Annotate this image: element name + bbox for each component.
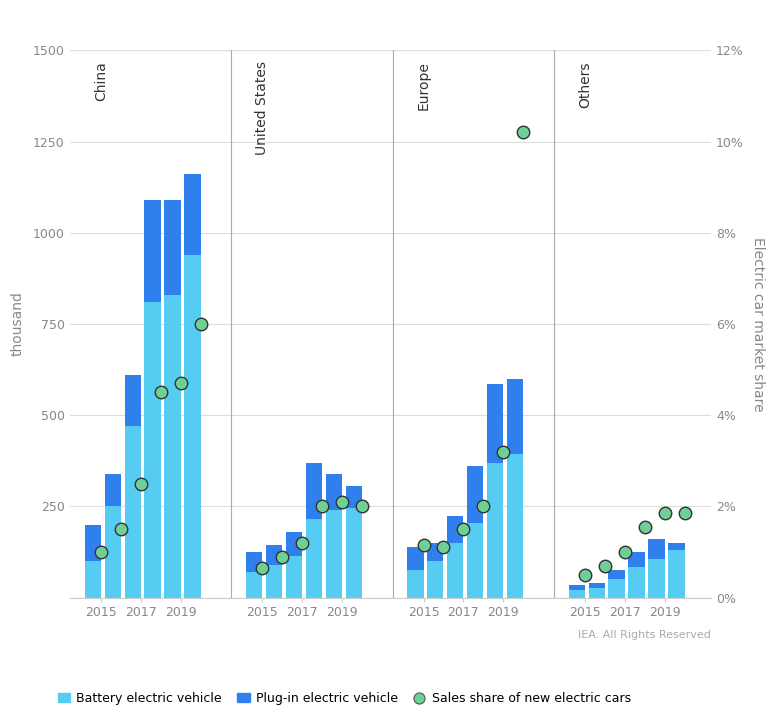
Bar bbox=[507, 379, 523, 454]
Bar bbox=[124, 426, 141, 598]
Bar bbox=[325, 474, 342, 510]
Bar bbox=[588, 588, 604, 598]
Bar bbox=[649, 539, 665, 559]
Bar bbox=[407, 570, 424, 598]
Bar bbox=[447, 516, 463, 543]
Bar bbox=[669, 543, 685, 550]
Bar bbox=[507, 454, 523, 598]
Bar bbox=[184, 174, 200, 255]
Bar bbox=[569, 590, 585, 598]
Bar bbox=[628, 552, 645, 567]
Text: Europe: Europe bbox=[417, 61, 431, 110]
Bar bbox=[246, 572, 262, 598]
Bar bbox=[569, 585, 585, 590]
Bar bbox=[628, 567, 645, 598]
Bar bbox=[649, 559, 665, 598]
Bar bbox=[266, 564, 282, 598]
Bar bbox=[588, 583, 604, 588]
Y-axis label: Electric car market share: Electric car market share bbox=[751, 237, 764, 411]
Bar bbox=[325, 510, 342, 598]
Text: China: China bbox=[94, 61, 108, 101]
Bar bbox=[306, 519, 322, 598]
Bar bbox=[165, 200, 181, 294]
Bar bbox=[487, 463, 503, 598]
Y-axis label: thousand: thousand bbox=[11, 292, 25, 356]
Bar bbox=[447, 543, 463, 598]
Bar bbox=[346, 486, 362, 508]
Text: Others: Others bbox=[578, 61, 592, 108]
Bar bbox=[145, 200, 161, 302]
Bar bbox=[346, 508, 362, 598]
Bar bbox=[246, 552, 262, 572]
Bar bbox=[84, 561, 100, 598]
Bar bbox=[467, 467, 483, 523]
Bar bbox=[286, 556, 302, 598]
Legend: Battery electric vehicle, Plug-in electric vehicle, Sales share of new electric : Battery electric vehicle, Plug-in electr… bbox=[53, 687, 635, 710]
Bar bbox=[608, 570, 625, 580]
Text: IEA. All Rights Reserved: IEA. All Rights Reserved bbox=[578, 630, 711, 640]
Bar bbox=[306, 463, 322, 519]
Bar bbox=[145, 302, 161, 598]
Bar bbox=[84, 525, 100, 561]
Bar bbox=[104, 474, 121, 506]
Bar bbox=[467, 523, 483, 598]
Bar bbox=[124, 375, 141, 426]
Bar bbox=[407, 546, 424, 570]
Bar bbox=[669, 550, 685, 598]
Bar bbox=[165, 294, 181, 598]
Bar bbox=[286, 532, 302, 556]
Bar bbox=[266, 545, 282, 564]
Bar bbox=[104, 506, 121, 598]
Bar bbox=[427, 543, 444, 561]
Bar bbox=[487, 384, 503, 463]
Bar bbox=[184, 255, 200, 598]
Bar bbox=[608, 580, 625, 598]
Bar bbox=[427, 561, 444, 598]
Text: United States: United States bbox=[255, 61, 269, 156]
